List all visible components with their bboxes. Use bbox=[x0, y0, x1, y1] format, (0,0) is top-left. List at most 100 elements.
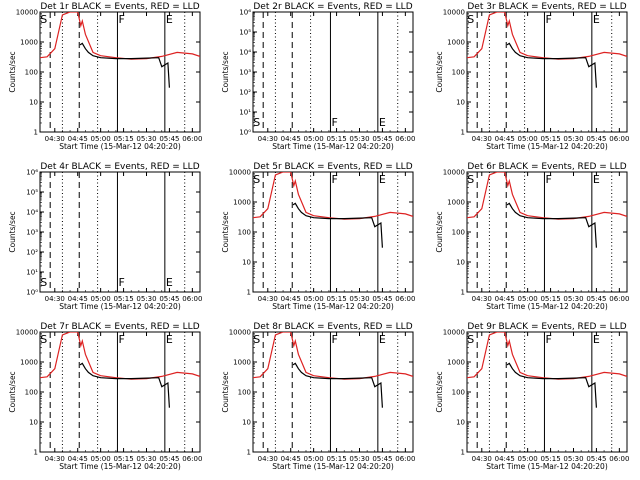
y-tick-label: 10¹ bbox=[26, 269, 38, 277]
y-tick-label: 10¹ bbox=[239, 109, 251, 117]
x-tick-label: 05:15 bbox=[326, 295, 346, 303]
events-series-line bbox=[506, 362, 597, 408]
x-tick-label: 06:00 bbox=[609, 455, 629, 463]
x-tick-label: 05:00 bbox=[304, 295, 324, 303]
x-tick-label: 06:00 bbox=[395, 295, 415, 303]
x-tick-label: 05:30 bbox=[349, 455, 369, 463]
x-tick-label: 05:45 bbox=[586, 135, 606, 143]
panel-det-8: Det 8r BLACK = Events, RED = LLD 1 10 100 10… bbox=[221, 322, 415, 471]
x-tick-label: 05:15 bbox=[540, 455, 560, 463]
lld-series-line bbox=[467, 172, 627, 220]
plot-frame bbox=[252, 171, 414, 293]
panel-title: Det 2r BLACK = Events, RED = LLD bbox=[253, 2, 412, 12]
y-tick-label: 10² bbox=[239, 89, 251, 97]
y-tick-label: 1000 bbox=[20, 359, 38, 367]
y-axis-label: Counts/sec bbox=[8, 371, 17, 412]
y-tick-label: 100 bbox=[25, 389, 38, 397]
x-tick-label: 04:30 bbox=[258, 135, 278, 143]
x-axis-label: Start Time (15-Mar-12 04:20:20) bbox=[486, 302, 608, 311]
event-marker-s: S bbox=[467, 333, 474, 346]
y-tick-label: 10⁵ bbox=[239, 29, 251, 37]
y-tick-label: 10³ bbox=[26, 229, 38, 237]
y-tick-label: 10⁶ bbox=[239, 9, 251, 17]
x-tick-label: 05:00 bbox=[91, 295, 111, 303]
y-tick-label: 10⁰ bbox=[239, 129, 251, 137]
y-tick-label: 10³ bbox=[239, 69, 251, 77]
x-tick-label: 05:30 bbox=[349, 295, 369, 303]
x-tick-label: 06:00 bbox=[182, 295, 202, 303]
panel-title: Det 8r BLACK = Events, RED = LLD bbox=[253, 322, 412, 332]
y-tick-label: 10 bbox=[242, 419, 251, 427]
x-tick-label: 06:00 bbox=[609, 295, 629, 303]
event-marker-e: E bbox=[166, 333, 173, 346]
event-marker-f: F bbox=[331, 116, 337, 129]
x-tick-label: 05:30 bbox=[563, 295, 583, 303]
y-axis-label: Counts/sec bbox=[221, 211, 230, 252]
y-tick-label: 1 bbox=[461, 289, 465, 297]
lld-series-line bbox=[40, 12, 200, 60]
x-axis-label: Start Time (15-Mar-12 04:20:20) bbox=[272, 302, 394, 311]
x-tick-label: 05:00 bbox=[518, 135, 538, 143]
y-axis-label: Counts/sec bbox=[435, 211, 444, 252]
event-marker-e: E bbox=[593, 333, 600, 346]
y-tick-label: 10 bbox=[456, 99, 465, 107]
y-tick-label: 1000 bbox=[447, 359, 465, 367]
events-series-line bbox=[292, 362, 383, 408]
x-tick-label: 06:00 bbox=[182, 135, 202, 143]
x-tick-label: 05:30 bbox=[136, 135, 156, 143]
event-marker-f: F bbox=[118, 13, 124, 26]
event-marker-s: S bbox=[467, 173, 474, 186]
y-tick-label: 10000 bbox=[229, 169, 251, 177]
y-tick-label: 10000 bbox=[16, 329, 38, 337]
event-marker-s: S bbox=[40, 276, 47, 289]
x-tick-label: 04:45 bbox=[495, 135, 515, 143]
panel-det-1: Det 1r BLACK = Events, RED = LLD 1 10 100 10… bbox=[8, 2, 202, 151]
y-tick-label: 10000 bbox=[443, 329, 465, 337]
event-marker-f: F bbox=[545, 13, 551, 26]
y-tick-label: 1000 bbox=[447, 199, 465, 207]
x-tick-label: 05:15 bbox=[113, 295, 133, 303]
event-marker-s: S bbox=[253, 116, 260, 129]
plot-frame bbox=[466, 331, 628, 453]
x-tick-label: 05:30 bbox=[136, 455, 156, 463]
plot-frame bbox=[252, 11, 414, 133]
y-tick-label: 100 bbox=[25, 69, 38, 77]
x-tick-label: 06:00 bbox=[395, 455, 415, 463]
y-tick-label: 10⁵ bbox=[26, 189, 38, 197]
events-series-line bbox=[79, 42, 170, 88]
panel-det-2: Det 2r BLACK = Events, RED = LLD 10⁰ 10¹ 10… bbox=[221, 2, 415, 151]
x-tick-label: 06:00 bbox=[395, 135, 415, 143]
panel-title: Det 3r BLACK = Events, RED = LLD bbox=[467, 2, 626, 12]
x-tick-label: 05:15 bbox=[326, 135, 346, 143]
panel-det-5: Det 5r BLACK = Events, RED = LLD 1 10 100 10… bbox=[221, 162, 415, 311]
plot-frame bbox=[39, 171, 201, 293]
y-tick-label: 1 bbox=[34, 129, 38, 137]
x-tick-label: 05:45 bbox=[159, 295, 179, 303]
panel-det-6: Det 6r BLACK = Events, RED = LLD 1 10 100 10… bbox=[435, 162, 629, 311]
x-axis-label: Start Time (15-Mar-12 04:20:20) bbox=[59, 462, 181, 471]
x-tick-label: 05:30 bbox=[563, 135, 583, 143]
x-axis-label: Start Time (15-Mar-12 04:20:20) bbox=[272, 142, 394, 151]
x-tick-label: 05:45 bbox=[159, 135, 179, 143]
x-tick-label: 04:45 bbox=[68, 295, 88, 303]
x-tick-label: 04:45 bbox=[281, 295, 301, 303]
events-series-line bbox=[506, 42, 597, 88]
y-tick-label: 1000 bbox=[233, 359, 251, 367]
y-tick-label: 10000 bbox=[16, 9, 38, 17]
event-marker-s: S bbox=[253, 173, 260, 186]
panel-det-7: Det 7r BLACK = Events, RED = LLD 1 10 100 10… bbox=[8, 322, 202, 471]
panel-title: Det 5r BLACK = Events, RED = LLD bbox=[253, 162, 412, 172]
panel-det-9: Det 9r BLACK = Events, RED = LLD 1 10 100 10… bbox=[435, 322, 629, 471]
x-tick-label: 05:45 bbox=[372, 135, 392, 143]
event-marker-f: F bbox=[331, 333, 337, 346]
event-marker-s: S bbox=[40, 13, 47, 26]
y-tick-label: 1 bbox=[34, 449, 38, 457]
y-axis-label: Counts/sec bbox=[221, 371, 230, 412]
x-tick-label: 04:30 bbox=[45, 455, 65, 463]
event-marker-e: E bbox=[166, 13, 173, 26]
y-tick-label: 1 bbox=[247, 449, 251, 457]
event-marker-s: S bbox=[467, 13, 474, 26]
y-tick-label: 10² bbox=[26, 249, 38, 257]
x-tick-label: 05:15 bbox=[326, 455, 346, 463]
